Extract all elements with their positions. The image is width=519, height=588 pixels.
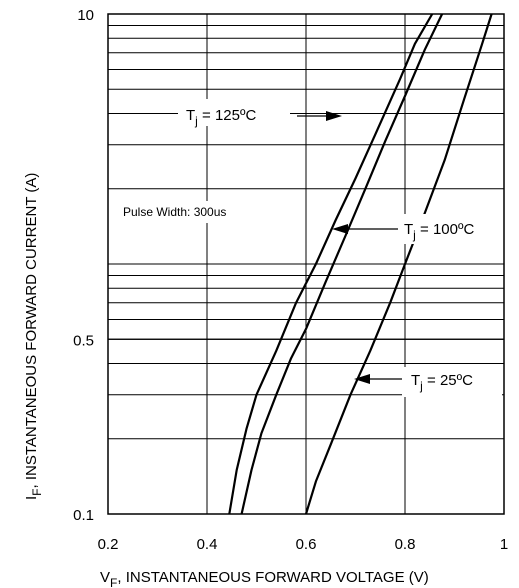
x-tick-label: 0.4 [197, 536, 218, 553]
curves [228, 13, 493, 515]
y-tick-label: 10 [77, 7, 94, 24]
pulse-width-note: Pulse Width: 300us [123, 205, 226, 219]
label-25-background [402, 367, 502, 397]
y-tick-label: 0.5 [73, 332, 94, 349]
x-tick-label: 1 [500, 536, 508, 553]
y-tick-label: 0.1 [73, 507, 94, 524]
arrow-100 [332, 224, 398, 234]
series-line-1 [240, 13, 444, 515]
x-tick-labels: 0.2 0.4 0.6 0.8 1 [98, 536, 509, 553]
label-100-background [399, 214, 501, 244]
x-axis-title: VF, INSTANTANEOUS FORWARD VOLTAGE (V) [100, 569, 429, 588]
label-125-background [178, 99, 290, 126]
y-tick-labels: 0.1 0.5 10 [73, 7, 94, 524]
x-tick-label: 0.2 [98, 536, 119, 553]
y-axis-title: IF, INSTANTANEOUS FORWARD CURRENT (A) [23, 173, 44, 500]
series-line-2 [304, 13, 493, 515]
x-tick-label: 0.8 [395, 536, 416, 553]
arrow-25 [354, 374, 402, 384]
note-background [119, 201, 239, 223]
x-tick-label: 0.6 [296, 536, 317, 553]
arrow-125 [297, 111, 342, 121]
series-label-125: Tj = 125ºC [186, 107, 256, 128]
series-line-0 [228, 13, 434, 515]
series-label-25: Tj = 25ºC [411, 372, 473, 393]
series-label-100: Tj = 100ºC [404, 221, 474, 242]
